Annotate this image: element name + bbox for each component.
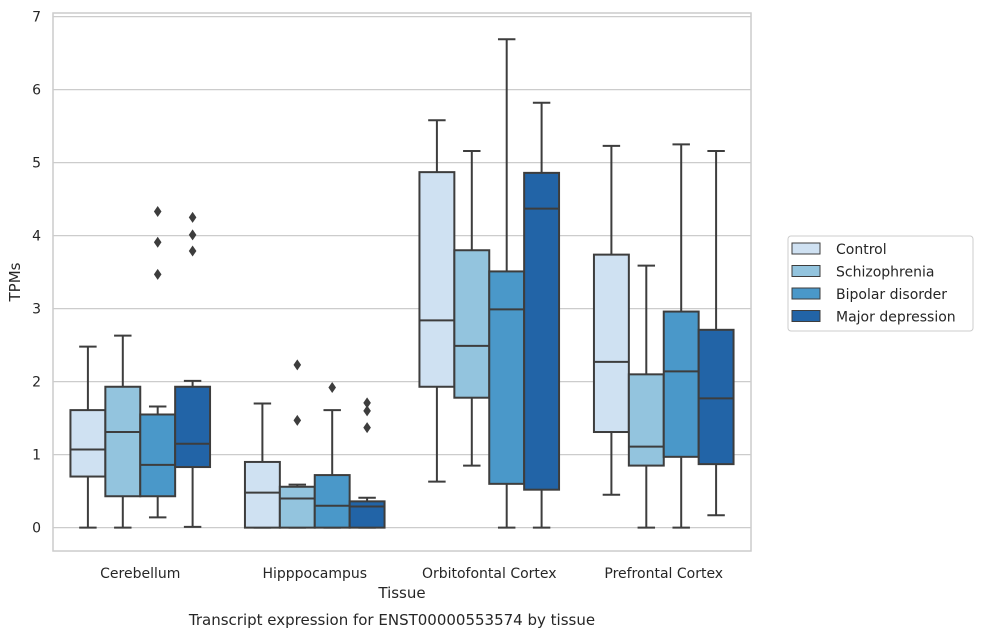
x-axis-label: Tissue: [377, 584, 425, 602]
y-tick-label: 1: [32, 448, 41, 464]
box-group: [697, 149, 735, 517]
box-group: [174, 211, 212, 528]
legend-swatch: [791, 265, 821, 277]
box-group: [278, 359, 316, 529]
outlier-point: [153, 236, 162, 248]
box: [697, 328, 735, 466]
box-group: [488, 38, 526, 529]
box: [313, 474, 351, 529]
box-group: [348, 397, 386, 529]
y-tick-label: 3: [32, 302, 41, 318]
outlier-point: [293, 359, 302, 371]
box-group: [627, 264, 665, 529]
box: [453, 249, 491, 399]
legend-swatch: [791, 310, 821, 322]
outlier-point: [153, 206, 162, 218]
outlier-point: [153, 268, 162, 280]
box: [348, 500, 386, 529]
box-group: [453, 149, 491, 467]
box: [523, 171, 561, 491]
box: [662, 310, 700, 458]
x-tick-label: Cerebellum: [100, 566, 180, 582]
box-group: [313, 381, 351, 529]
outlier-point: [188, 245, 197, 257]
y-tick-label: 7: [32, 10, 41, 26]
outlier-point: [363, 405, 371, 417]
plot-frame: [52, 12, 752, 552]
box: [243, 460, 281, 529]
outlier-point: [363, 422, 371, 434]
box-group: [104, 334, 142, 529]
outlier-point: [363, 397, 371, 409]
box: [488, 270, 526, 485]
y-tick-label: 4: [32, 229, 41, 245]
box-group: [69, 345, 107, 529]
box: [104, 385, 142, 498]
x-tick-label: Orbitofontal Cortex: [422, 566, 557, 582]
box: [139, 413, 177, 498]
box: [69, 409, 107, 478]
y-tick-label: 0: [32, 521, 41, 537]
box-group: [418, 119, 456, 483]
legend-swatch: [791, 242, 821, 255]
outlier-point: [293, 414, 302, 426]
chart-caption: Transcript expression for ENST0000055357…: [188, 611, 595, 629]
outlier-point: [328, 381, 336, 393]
outlier-point: [188, 229, 197, 241]
box: [418, 171, 456, 388]
y-tick-label: 6: [32, 83, 41, 99]
box-group: [243, 402, 281, 529]
box-group: [139, 206, 177, 519]
legend-label: Major depression: [836, 310, 956, 326]
y-axis-label: TPMs: [6, 262, 24, 302]
box: [592, 253, 630, 434]
legend-label: Schizophrenia: [836, 265, 934, 281]
y-tick-label: 5: [32, 156, 41, 172]
x-tick-label: Prefrontal Cortex: [604, 566, 723, 582]
x-tick-label: Hipppocampus: [262, 566, 367, 582]
axis-ticks: 0 1 2 3 4 5 6 7 Cerebellum Hipppocampus Orbitofont…: [32, 10, 723, 582]
legend-frame: [787, 235, 974, 332]
outlier-point: [188, 211, 197, 223]
box: [174, 385, 212, 469]
legend-label: Control: [836, 242, 887, 258]
box: [627, 373, 665, 467]
legend-swatch: [791, 287, 821, 300]
y-tick-label: 2: [32, 375, 41, 391]
box-group: [592, 144, 630, 496]
legend-label: Bipolar disorder: [836, 287, 947, 303]
box-group: [662, 143, 700, 529]
box-group: [523, 101, 561, 529]
box-plots: [69, 38, 735, 529]
box: [278, 485, 316, 529]
legend: Control Schizophrenia Bipolar disorder Majo…: [787, 235, 974, 332]
